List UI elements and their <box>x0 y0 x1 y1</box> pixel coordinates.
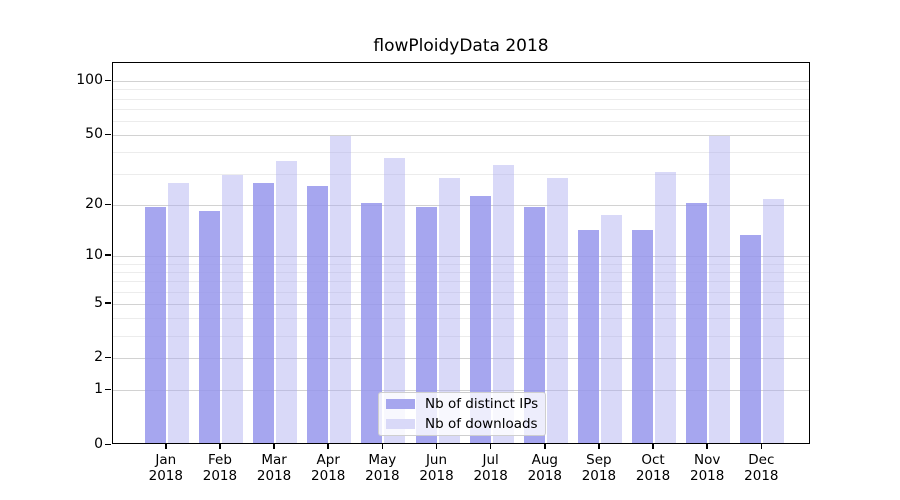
x-tick-mark <box>327 444 329 449</box>
bar-downloads-nov <box>709 136 731 443</box>
bar-distinct-ips-oct <box>632 229 654 443</box>
bar-downloads-jul <box>492 165 514 443</box>
x-tick-label: Jul 2018 <box>473 452 508 484</box>
minor-gridline <box>113 335 809 337</box>
minor-gridline <box>113 263 809 265</box>
y-tick-mark <box>105 203 111 206</box>
bar-distinct-ips-apr <box>307 186 329 443</box>
legend: Nb of distinct IPs Nb of downloads <box>378 392 546 436</box>
legend-label-downloads: Nb of downloads <box>425 416 538 432</box>
x-tick-mark <box>435 444 438 449</box>
bar-downloads-jun <box>438 177 460 443</box>
bar-distinct-ips-mar <box>253 183 275 443</box>
minor-gridline <box>113 318 809 320</box>
bar-downloads-may <box>384 158 406 443</box>
bar-distinct-ips-aug <box>523 206 545 443</box>
x-tick-mark <box>598 444 600 449</box>
y-tick-label: 5 <box>94 294 103 311</box>
y-tick-mark <box>105 388 111 391</box>
legend-item-distinct-ips: Nb of distinct IPs <box>386 396 545 412</box>
major-gridline <box>113 255 809 257</box>
y-tick-mark <box>105 79 111 82</box>
bar-distinct-ips-jan <box>144 206 166 443</box>
x-tick-label: Oct 2018 <box>635 452 671 484</box>
minor-gridline <box>113 271 809 273</box>
y-tick-mark <box>105 133 111 136</box>
major-gridline <box>113 81 809 83</box>
bar-downloads-oct <box>655 172 677 443</box>
x-tick-label: May 2018 <box>365 452 400 484</box>
bar-distinct-ips-jul <box>469 195 491 443</box>
x-tick-mark <box>652 444 654 449</box>
y-tick-label: 1 <box>94 381 103 398</box>
legend-item-downloads: Nb of downloads <box>386 416 545 432</box>
x-tick-label: Aug 2018 <box>527 452 562 484</box>
bar-distinct-ips-sep <box>577 229 599 443</box>
y-tick-mark <box>105 254 111 256</box>
bar-downloads-sep <box>600 215 622 443</box>
y-tick-mark <box>105 302 111 304</box>
major-gridline <box>113 205 809 207</box>
x-tick-mark <box>544 444 546 449</box>
x-tick-mark <box>165 444 167 449</box>
bar-downloads-dec <box>763 199 785 443</box>
x-tick-label: Feb 2018 <box>202 452 238 484</box>
y-tick-label: 10 <box>85 246 103 263</box>
x-tick-label: Nov 2018 <box>690 452 725 484</box>
major-gridline <box>113 358 809 360</box>
x-tick-mark <box>273 444 275 449</box>
bar-downloads-aug <box>546 177 568 443</box>
bar-distinct-ips-feb <box>198 210 220 443</box>
minor-gridline <box>113 98 809 100</box>
y-tick-label: 2 <box>94 349 103 366</box>
y-tick-label: 0 <box>94 436 103 452</box>
bar-downloads-feb <box>221 174 243 443</box>
bar-downloads-jan <box>167 183 189 443</box>
y-tick-label: 100 <box>76 72 103 89</box>
x-tick-label: Jun 2018 <box>419 452 454 484</box>
major-gridline <box>113 390 809 392</box>
y-tick-label: 50 <box>85 126 103 143</box>
bar-downloads-mar <box>276 160 298 443</box>
y-tick-mark <box>105 356 111 359</box>
major-gridline <box>113 303 809 305</box>
x-tick-label: Jan 2018 <box>148 452 183 484</box>
legend-label-distinct-ips: Nb of distinct IPs <box>425 396 539 412</box>
x-tick-mark <box>489 444 492 449</box>
chart-title: flowPloidyData 2018 <box>373 36 549 56</box>
x-tick-label: Dec 2018 <box>744 452 779 484</box>
minor-gridline <box>113 291 809 293</box>
x-tick-label: Apr 2018 <box>311 452 346 484</box>
bar-distinct-ips-may <box>361 203 383 443</box>
y-tick-mark <box>105 443 111 445</box>
bar-downloads-apr <box>330 136 352 443</box>
minor-gridline <box>113 174 809 176</box>
legend-swatch-downloads-icon <box>386 419 415 429</box>
bar-distinct-ips-dec <box>740 234 762 443</box>
minor-gridline <box>113 281 809 283</box>
x-tick-mark <box>381 444 384 449</box>
minor-gridline <box>113 108 809 110</box>
legend-swatch-distinct-ips-icon <box>386 399 415 409</box>
x-tick-label: Sep 2018 <box>581 452 617 484</box>
plot-area <box>112 62 810 444</box>
x-tick-mark <box>219 444 221 449</box>
bar-distinct-ips-nov <box>686 203 708 443</box>
x-tick-label: Mar 2018 <box>256 452 292 484</box>
minor-gridline <box>113 89 809 91</box>
y-tick-label: 20 <box>85 196 103 213</box>
major-gridline <box>113 135 809 137</box>
minor-gridline <box>113 152 809 154</box>
x-tick-mark <box>706 444 708 449</box>
bar-distinct-ips-jun <box>415 206 437 443</box>
x-tick-mark <box>760 444 763 449</box>
minor-gridline <box>113 120 809 122</box>
